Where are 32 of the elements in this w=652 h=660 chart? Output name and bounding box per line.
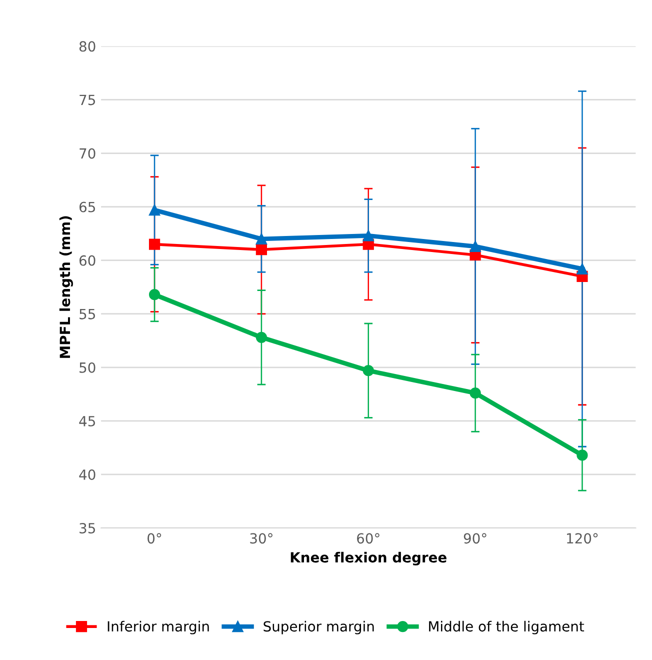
point	[362, 365, 374, 376]
y-tick-label: 40	[79, 469, 96, 480]
point	[576, 263, 588, 274]
legend-label: Superior margin	[264, 620, 374, 634]
x-tick-label: 30°	[250, 533, 272, 544]
y-tick-label: 75	[80, 94, 95, 106]
point	[576, 450, 588, 461]
point	[256, 244, 268, 256]
x-tick-label: 90°	[464, 533, 486, 544]
point	[148, 238, 160, 250]
legend-label: Inferior margin	[108, 620, 209, 634]
y-tick-label: 50	[80, 362, 96, 373]
y-axis-title: MPFL length (mm)	[59, 216, 73, 358]
point	[148, 289, 160, 300]
x-axis-title: Knee flexion degree	[290, 552, 446, 566]
point	[256, 332, 268, 343]
x-tick-label: 0°	[148, 533, 162, 544]
legend-label: Middle of the ligament	[429, 620, 584, 634]
y-tick-label: 80	[79, 41, 96, 52]
y-tick-label: 35	[80, 522, 95, 534]
y-tick-label: 70	[80, 148, 96, 159]
y-tick-label: 55	[80, 309, 95, 320]
y-tick-label: 45	[79, 416, 95, 426]
point	[470, 240, 481, 252]
x-tick-label: 60°	[357, 533, 380, 544]
y-tick-label: 65	[79, 202, 95, 212]
x-tick-label: 120°	[567, 533, 598, 544]
point	[256, 233, 268, 244]
point	[470, 388, 481, 399]
y-tick-label: 60	[79, 255, 96, 266]
point	[362, 230, 374, 242]
point	[148, 204, 160, 216]
